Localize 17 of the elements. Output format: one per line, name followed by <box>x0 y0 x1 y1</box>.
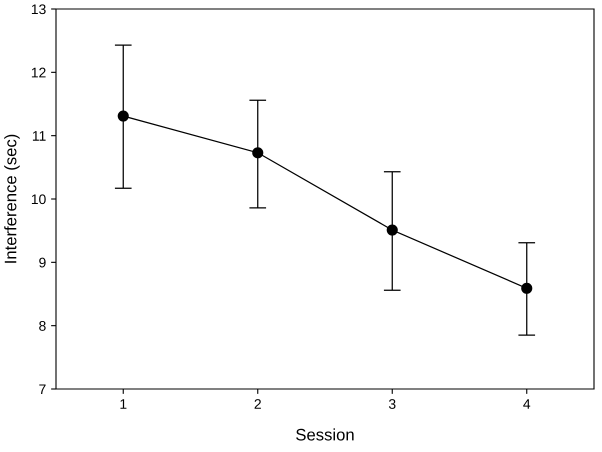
x-tick-label: 3 <box>388 399 396 409</box>
y-tick-label: 10 <box>32 194 46 204</box>
y-tick-label: 8 <box>39 321 46 331</box>
point <box>118 110 129 122</box>
x-tick-label: 2 <box>254 399 261 409</box>
x-tick-label: 4 <box>523 399 530 409</box>
y-axis-title: Interference (sec) <box>4 134 20 263</box>
y-tick-label: 7 <box>39 384 46 394</box>
x-axis-title: Session <box>296 428 354 441</box>
point <box>252 147 264 158</box>
point <box>386 224 398 236</box>
x-tick-label: 1 <box>120 399 126 409</box>
y-tick-label: 13 <box>32 4 46 14</box>
y-tick-label: 11 <box>32 131 46 141</box>
point <box>521 282 532 294</box>
y-tick-label: 12 <box>32 68 46 78</box>
y-tick-label: 9 <box>39 258 46 268</box>
